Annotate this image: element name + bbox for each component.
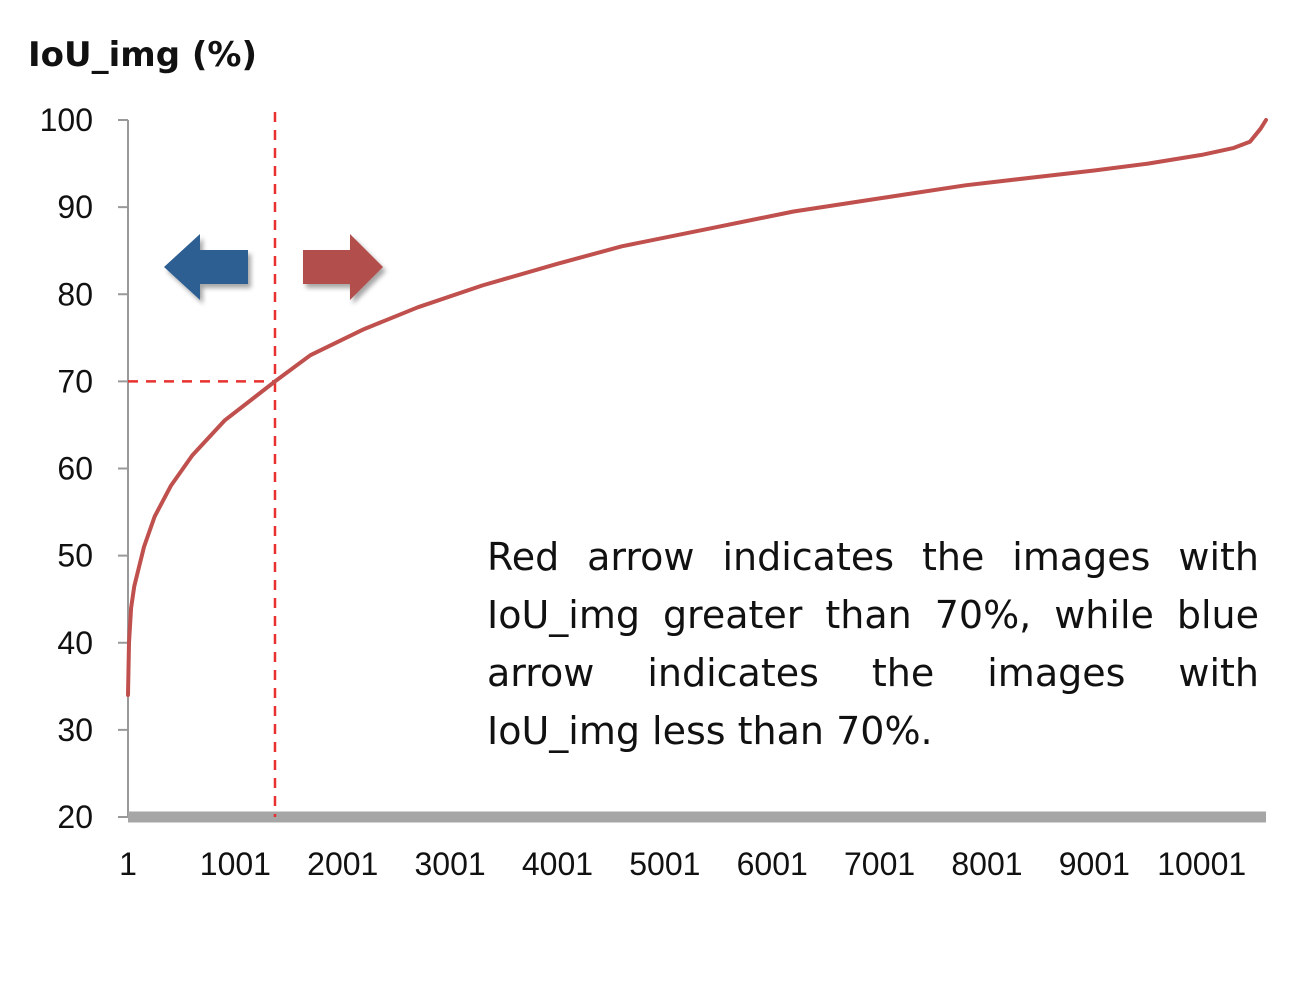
x-tick-label: 5001 — [629, 846, 700, 882]
y-tick-label: 70 — [57, 363, 93, 399]
x-tick-label: 9001 — [1059, 846, 1130, 882]
blue-left-arrow-icon — [164, 234, 248, 300]
y-axis-title: IoU_img (%) — [28, 35, 257, 75]
x-tick-label: 6001 — [737, 846, 808, 882]
red-right-arrow-icon — [303, 234, 383, 300]
x-tick-label: 4001 — [522, 846, 593, 882]
x-tick-label: 3001 — [415, 846, 486, 882]
x-tick-label: 7001 — [844, 846, 915, 882]
y-tick-label: 100 — [40, 102, 93, 138]
y-axis: 20 30 40 50 60 70 80 90 100 — [40, 102, 129, 835]
series-group — [126, 118, 1268, 697]
x-tick-label: 2001 — [307, 846, 378, 882]
annotation-note: Red arrow indicates the images with IoU_… — [487, 535, 1259, 753]
y-tick-label: 40 — [57, 625, 93, 661]
y-tick-label: 30 — [57, 712, 93, 748]
x-axis: 1 1001 2001 3001 4001 5001 6001 7001 8001 9001 100… — [119, 811, 1266, 882]
y-tick-label: 20 — [57, 799, 93, 835]
reference-lines — [128, 112, 277, 817]
y-tick-label: 60 — [57, 451, 93, 487]
x-tick-label: 1 — [119, 846, 137, 882]
x-tick-label: 8001 — [951, 846, 1022, 882]
y-tick-label: 50 — [57, 538, 93, 574]
x-tick-label: 1001 — [200, 846, 271, 882]
y-tick-label: 90 — [57, 189, 93, 225]
arrows-group — [164, 234, 383, 300]
y-tick-label: 80 — [57, 276, 93, 312]
x-tick-label: 10001 — [1157, 846, 1246, 882]
series-line-iou-img — [126, 118, 1268, 697]
